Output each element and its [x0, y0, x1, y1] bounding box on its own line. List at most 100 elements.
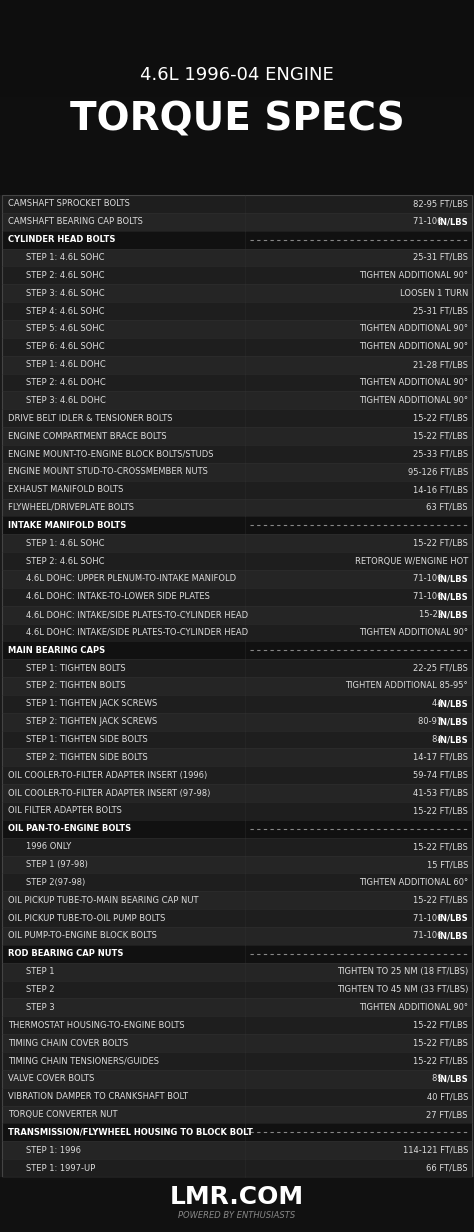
Bar — [2, 659, 472, 678]
Text: 95-126 FT/LBS: 95-126 FT/LBS — [408, 467, 468, 477]
Bar — [2, 1105, 472, 1124]
Bar — [2, 891, 472, 909]
Bar — [2, 926, 472, 945]
Text: STEP 1: TIGHTEN BOLTS: STEP 1: TIGHTEN BOLTS — [26, 664, 126, 673]
Text: STEP 2: STEP 2 — [26, 986, 55, 994]
Bar — [2, 855, 472, 873]
Text: IN/LBS: IN/LBS — [438, 931, 468, 940]
Text: STEP 1: TIGHTEN SIDE BOLTS: STEP 1: TIGHTEN SIDE BOLTS — [26, 736, 148, 744]
Text: CYLINDER HEAD BOLTS: CYLINDER HEAD BOLTS — [8, 235, 115, 244]
Bar — [2, 981, 472, 998]
Text: TIMING CHAIN TENSIONERS/GUIDES: TIMING CHAIN TENSIONERS/GUIDES — [8, 1057, 159, 1066]
Bar — [2, 195, 472, 213]
Bar — [2, 731, 472, 749]
Text: STEP 2: TIGHTEN JACK SCREWS: STEP 2: TIGHTEN JACK SCREWS — [26, 717, 157, 726]
Text: 4.6L DOHC: INTAKE/SIDE PLATES-TO-CYLINDER HEAD: 4.6L DOHC: INTAKE/SIDE PLATES-TO-CYLINDE… — [26, 610, 248, 620]
Bar — [2, 338, 472, 356]
Bar — [2, 909, 472, 926]
Bar — [2, 535, 472, 552]
Text: IN/LBS: IN/LBS — [438, 217, 468, 227]
Text: 71-106: 71-106 — [413, 574, 445, 584]
Text: STEP 1: 4.6L SOHC: STEP 1: 4.6L SOHC — [26, 253, 104, 262]
Bar — [2, 945, 472, 962]
Bar — [2, 463, 472, 480]
Bar — [2, 356, 472, 373]
Text: 1996 ONLY: 1996 ONLY — [26, 843, 71, 851]
Bar — [2, 802, 472, 821]
Bar — [2, 821, 472, 838]
Text: 71-106: 71-106 — [413, 914, 445, 923]
Bar — [2, 1034, 472, 1052]
Text: STEP 1: 1996: STEP 1: 1996 — [26, 1146, 81, 1154]
Bar — [0, 1177, 474, 1232]
Text: 59-74 FT/LBS: 59-74 FT/LBS — [413, 771, 468, 780]
Bar — [2, 1088, 472, 1105]
Text: LOOSEN 1 TURN: LOOSEN 1 TURN — [400, 288, 468, 298]
Text: 84: 84 — [432, 736, 445, 744]
Bar — [2, 213, 472, 230]
Text: STEP 2: 4.6L SOHC: STEP 2: 4.6L SOHC — [26, 557, 104, 565]
Text: 25-33 FT/LBS: 25-33 FT/LBS — [413, 450, 468, 458]
Text: TIGHTEN ADDITIONAL 90°: TIGHTEN ADDITIONAL 90° — [359, 395, 468, 405]
Text: TIGHTEN TO 45 NM (33 FT/LBS): TIGHTEN TO 45 NM (33 FT/LBS) — [337, 986, 468, 994]
Text: TIGHTEN ADDITIONAL 90°: TIGHTEN ADDITIONAL 90° — [359, 628, 468, 637]
Bar — [2, 230, 472, 249]
Text: OIL PAN-TO-ENGINE BOLTS: OIL PAN-TO-ENGINE BOLTS — [8, 824, 131, 833]
Text: TRANSMISSION/FLYWHEEL HOUSING TO BLOCK BOLT: TRANSMISSION/FLYWHEEL HOUSING TO BLOCK B… — [8, 1127, 253, 1137]
Text: ENGINE MOUNT-TO-ENGINE BLOCK BOLTS/STUDS: ENGINE MOUNT-TO-ENGINE BLOCK BOLTS/STUDS — [8, 450, 213, 458]
Text: STEP 6: 4.6L SOHC: STEP 6: 4.6L SOHC — [26, 342, 105, 351]
Bar — [2, 373, 472, 392]
Bar — [2, 285, 472, 302]
Text: 4.6L DOHC: UPPER PLENUM-TO-INTAKE MANIFOLD: 4.6L DOHC: UPPER PLENUM-TO-INTAKE MANIFO… — [26, 574, 236, 584]
Text: INTAKE MANIFOLD BOLTS: INTAKE MANIFOLD BOLTS — [8, 521, 126, 530]
Text: STEP 4: 4.6L SOHC: STEP 4: 4.6L SOHC — [26, 307, 104, 315]
Text: POWERED BY ENTHUSIASTS: POWERED BY ENTHUSIASTS — [178, 1211, 296, 1221]
Text: STEP 3: STEP 3 — [26, 1003, 55, 1011]
Text: EXHAUST MANIFOLD BOLTS: EXHAUST MANIFOLD BOLTS — [8, 485, 123, 494]
Bar — [2, 1159, 472, 1177]
Bar — [2, 766, 472, 785]
Text: OIL PICKUP TUBE-TO-OIL PUMP BOLTS: OIL PICKUP TUBE-TO-OIL PUMP BOLTS — [8, 914, 165, 923]
Text: OIL PUMP-TO-ENGINE BLOCK BOLTS: OIL PUMP-TO-ENGINE BLOCK BOLTS — [8, 931, 157, 940]
Text: STEP 2: 4.6L DOHC: STEP 2: 4.6L DOHC — [26, 378, 106, 387]
Text: STEP 1: TIGHTEN JACK SCREWS: STEP 1: TIGHTEN JACK SCREWS — [26, 700, 157, 708]
Text: ROD BEARING CAP NUTS: ROD BEARING CAP NUTS — [8, 950, 123, 958]
Text: TIGHTEN ADDITIONAL 90°: TIGHTEN ADDITIONAL 90° — [359, 324, 468, 334]
Text: 15-22 FT/LBS: 15-22 FT/LBS — [413, 1039, 468, 1047]
Text: STEP 3: 4.6L SOHC: STEP 3: 4.6L SOHC — [26, 288, 105, 298]
Text: CAMSHAFT SPROCKET BOLTS: CAMSHAFT SPROCKET BOLTS — [8, 200, 130, 208]
Bar — [2, 998, 472, 1016]
Text: 15-22 FT/LBS: 15-22 FT/LBS — [413, 1057, 468, 1066]
Bar — [2, 445, 472, 463]
Text: STEP 5: 4.6L SOHC: STEP 5: 4.6L SOHC — [26, 324, 104, 334]
Text: 15-22 FT/LBS: 15-22 FT/LBS — [413, 414, 468, 423]
Text: VALVE COVER BOLTS: VALVE COVER BOLTS — [8, 1074, 94, 1083]
Text: TIGHTEN ADDITIONAL 90°: TIGHTEN ADDITIONAL 90° — [359, 1003, 468, 1011]
Text: 71-106: 71-106 — [413, 217, 445, 227]
Text: TIMING CHAIN COVER BOLTS: TIMING CHAIN COVER BOLTS — [8, 1039, 128, 1047]
Text: 114-121 FT/LBS: 114-121 FT/LBS — [402, 1146, 468, 1154]
Text: 71-106: 71-106 — [413, 593, 445, 601]
Text: FLYWHEEL/DRIVEPLATE BOLTS: FLYWHEEL/DRIVEPLATE BOLTS — [8, 503, 134, 513]
Text: 15-22 FT/LBS: 15-22 FT/LBS — [413, 807, 468, 816]
Bar — [2, 570, 472, 588]
Text: TIGHTEN ADDITIONAL 60°: TIGHTEN ADDITIONAL 60° — [359, 878, 468, 887]
Bar — [2, 302, 472, 320]
Text: 25-31 FT/LBS: 25-31 FT/LBS — [413, 253, 468, 262]
Bar — [2, 873, 472, 891]
Text: IN/LBS: IN/LBS — [438, 914, 468, 923]
Bar — [2, 392, 472, 409]
Text: 14-16 FT/LBS: 14-16 FT/LBS — [413, 485, 468, 494]
Bar — [2, 266, 472, 285]
Text: 71-106: 71-106 — [413, 931, 445, 940]
Text: STEP 2(97-98): STEP 2(97-98) — [26, 878, 85, 887]
Text: IN/LBS: IN/LBS — [438, 736, 468, 744]
Bar — [2, 713, 472, 731]
Text: 4.6L DOHC: INTAKE-TO-LOWER SIDE PLATES: 4.6L DOHC: INTAKE-TO-LOWER SIDE PLATES — [26, 593, 210, 601]
Text: OIL COOLER-TO-FILTER ADAPTER INSERT (97-98): OIL COOLER-TO-FILTER ADAPTER INSERT (97-… — [8, 788, 210, 797]
Text: IN/LBS: IN/LBS — [438, 574, 468, 584]
Text: 44: 44 — [432, 700, 445, 708]
Text: ENGINE COMPARTMENT BRACE BOLTS: ENGINE COMPARTMENT BRACE BOLTS — [8, 431, 167, 441]
Text: TIGHTEN ADDITIONAL 90°: TIGHTEN ADDITIONAL 90° — [359, 378, 468, 387]
Bar — [2, 1124, 472, 1141]
